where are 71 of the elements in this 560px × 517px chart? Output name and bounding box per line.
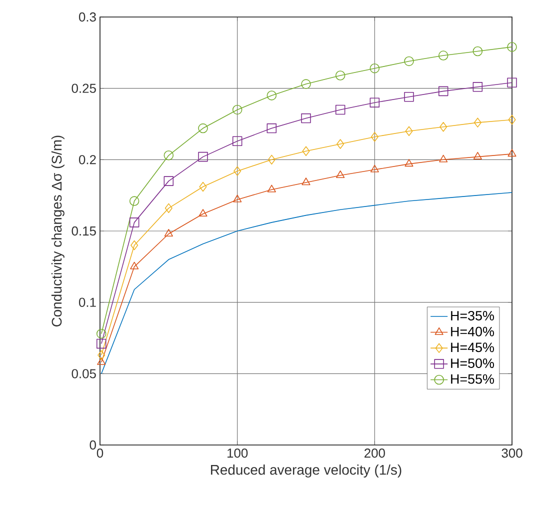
point (268, 154, 276, 165)
point (97, 357, 106, 365)
point (164, 228, 173, 236)
legend-label: H=55% (451, 374, 494, 384)
point (370, 98, 380, 108)
x-tick-label: 100 (228, 448, 248, 458)
point (130, 262, 139, 270)
legend-label: H=35% (451, 310, 494, 320)
point (404, 159, 414, 167)
point (267, 184, 276, 192)
point (472, 82, 483, 92)
point (472, 46, 483, 56)
point (438, 86, 448, 96)
point (96, 338, 106, 349)
point (474, 118, 482, 128)
x-axis-title: Reduced average velocity (1/s) (211, 464, 402, 478)
point (440, 122, 448, 132)
point (439, 154, 448, 162)
point (266, 123, 277, 134)
point (98, 350, 106, 360)
legend-label: H=45% (451, 342, 494, 352)
legend-label: H=40% (451, 326, 494, 336)
y-tick-label: 0 (90, 440, 96, 450)
point (233, 194, 242, 202)
point (404, 92, 414, 102)
point (370, 164, 379, 172)
point (301, 113, 311, 124)
point (164, 150, 174, 160)
point (129, 218, 140, 228)
point (508, 149, 516, 157)
point (164, 203, 172, 214)
line-series (100, 192, 512, 374)
point (130, 240, 138, 250)
point (266, 90, 277, 100)
point (336, 170, 345, 178)
y-axis-title: Conductivity changes Δσ (S/m) (51, 136, 64, 326)
point (370, 132, 378, 142)
y-tick-label: 0.1 (78, 298, 96, 307)
y-tick-label: 0.15 (72, 226, 96, 236)
point (335, 104, 346, 115)
x-tick-label: 0 (96, 448, 104, 458)
point (335, 70, 346, 80)
point (473, 152, 482, 160)
x-tick-label: 300 (502, 448, 522, 458)
point (507, 42, 517, 52)
point (232, 136, 242, 146)
point (370, 63, 380, 74)
point (404, 56, 414, 66)
point (302, 146, 310, 156)
point (507, 78, 517, 88)
point (405, 126, 413, 136)
point (198, 123, 208, 134)
point (198, 152, 208, 162)
point (199, 182, 207, 192)
y-tick-label: 0.25 (72, 84, 96, 93)
point (198, 208, 208, 217)
point (336, 139, 344, 149)
y-tick-label: 0.3 (78, 12, 96, 22)
point (508, 114, 516, 125)
point (129, 196, 140, 206)
point (438, 50, 448, 60)
legend-label: H=50% (451, 358, 494, 368)
y-tick-label: 0.05 (72, 369, 96, 378)
point (232, 104, 242, 115)
point (164, 176, 174, 186)
point (96, 328, 106, 339)
x-tick-label: 200 (364, 448, 385, 458)
point (234, 166, 242, 176)
point (301, 79, 311, 89)
point (302, 178, 310, 186)
y-tick-label: 0.2 (78, 155, 96, 164)
